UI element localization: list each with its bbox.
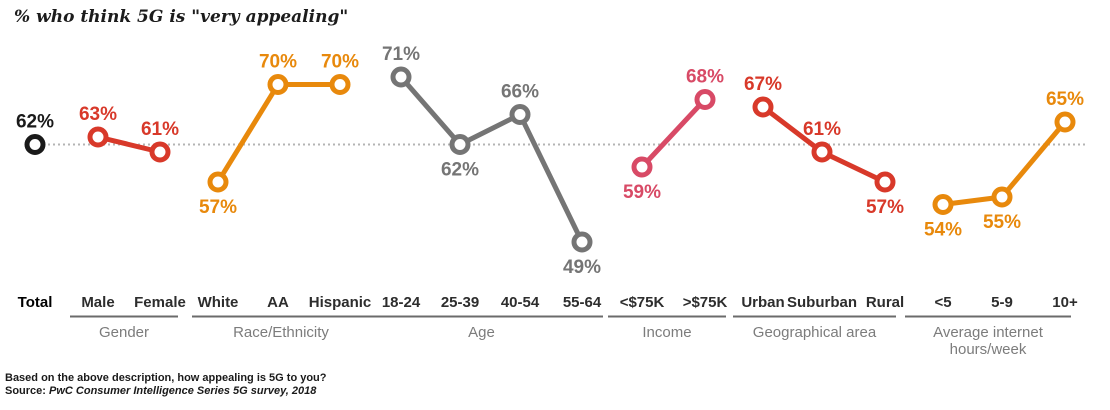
data-point-40-54 — [509, 104, 531, 125]
group-label-gender: Gender — [99, 324, 149, 341]
data-point-55-64 — [571, 231, 593, 253]
value-label-suburban: 61% — [803, 119, 841, 140]
value-label-total: 62% — [16, 112, 54, 133]
series-line-race-ethnicity — [215, 82, 343, 185]
data-point-18-24 — [390, 66, 412, 88]
data-point-10 — [1054, 111, 1076, 133]
value-label-white: 57% — [199, 197, 237, 218]
data-point-25-39 — [449, 134, 471, 155]
data-point-suburban — [811, 141, 833, 163]
group-label-average-internet-hours-week-line1: Average internet — [933, 324, 1044, 341]
series-line-income — [639, 97, 708, 170]
footer-source-text: PwC Consumer Intelligence Series 5G surv… — [49, 385, 317, 397]
category-label-white: White — [198, 294, 239, 311]
data-point-urban — [752, 96, 774, 118]
footer-source-prefix: Source: — [5, 385, 50, 397]
value-label-rural: 57% — [866, 197, 904, 218]
data-point-5-9 — [991, 186, 1013, 208]
data-point-75k — [694, 89, 716, 110]
value-label-75k: 59% — [623, 182, 661, 203]
chart-title: % who think 5G is "very appealing" — [14, 7, 349, 27]
category-label-40-54: 40-54 — [501, 294, 540, 311]
category-label-5: <5 — [934, 294, 951, 311]
category-label-urban: Urban — [741, 294, 784, 311]
data-point-5 — [932, 194, 954, 215]
category-label-total: Total — [18, 294, 53, 311]
series-line-age — [398, 74, 585, 245]
value-label-hispanic: 70% — [321, 52, 359, 73]
footer-source: Source: PwC Consumer Intelligence Series… — [5, 385, 327, 398]
data-point-total — [24, 134, 46, 155]
value-label-male: 63% — [79, 104, 117, 125]
value-label-10: 65% — [1046, 89, 1084, 110]
data-point-male — [87, 126, 109, 148]
category-label-10: 10+ — [1052, 294, 1078, 311]
data-point-hispanic — [329, 74, 351, 95]
data-point-white — [207, 171, 229, 193]
category-label-female: Female — [134, 294, 186, 311]
category-label-25-39: 25-39 — [441, 294, 479, 311]
category-label-hispanic: Hispanic — [309, 294, 372, 311]
group-label-average-internet-hours-week-line2: hours/week — [950, 341, 1027, 358]
series-line-gender — [95, 134, 163, 155]
value-label-female: 61% — [141, 119, 179, 140]
value-label-5-9: 55% — [983, 212, 1021, 233]
category-label-5-9: 5-9 — [991, 294, 1013, 311]
category-label-75k: <$75K — [620, 294, 665, 311]
value-label-urban: 67% — [744, 74, 782, 95]
value-label-75k: 68% — [686, 67, 724, 88]
category-label-suburban: Suburban — [787, 294, 857, 311]
value-label-40-54: 66% — [501, 82, 539, 103]
value-label-aa: 70% — [259, 52, 297, 73]
category-label-75k: >$75K — [683, 294, 728, 311]
data-point-aa — [267, 74, 289, 95]
category-label-male: Male — [81, 294, 114, 311]
group-label-geographical-area: Geographical area — [753, 324, 877, 341]
data-point-75k — [631, 156, 653, 178]
category-label-aa: AA — [267, 294, 289, 311]
footer: Based on the above description, how appe… — [5, 372, 327, 398]
data-point-rural — [874, 171, 896, 193]
group-label-age: Age — [468, 324, 495, 341]
category-label-55-64: 55-64 — [563, 294, 602, 311]
group-label-income: Income — [642, 324, 691, 341]
category-label-rural: Rural — [866, 294, 904, 311]
value-label-18-24: 71% — [382, 44, 420, 65]
value-label-25-39: 62% — [441, 160, 479, 181]
value-label-5: 54% — [924, 220, 962, 241]
value-label-55-64: 49% — [563, 257, 601, 278]
data-point-female — [149, 141, 171, 163]
category-label-18-24: 18-24 — [382, 294, 421, 311]
group-label-race-ethnicity: Race/Ethnicity — [233, 324, 329, 341]
footer-question: Based on the above description, how appe… — [5, 372, 327, 384]
